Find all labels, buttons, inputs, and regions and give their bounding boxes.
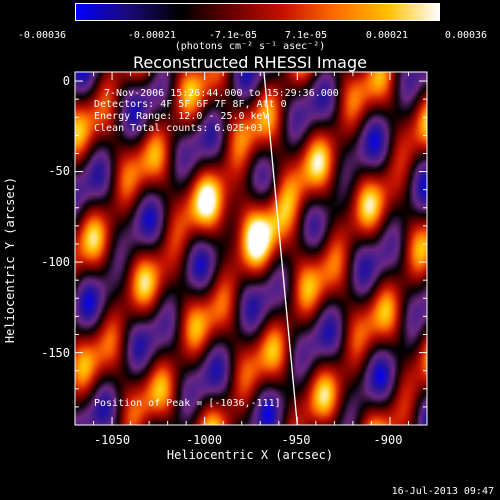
time-range-label: 7-Nov-2006 15:26:44.000 to 15:29:36.000 (104, 88, 339, 99)
colorbar-tick-label: -7.1e-05 (208, 30, 258, 41)
timestamp: 16-Jul-2013 09:47 (391, 486, 494, 497)
colorbar-tick-label: -0.00021 (127, 30, 177, 41)
colorbar-tick-label: -0.00036 (17, 30, 67, 41)
plot-frame (74, 71, 428, 426)
limb-line (263, 72, 298, 425)
y-tick-label: 0 (62, 74, 70, 88)
x-axis-label: Heliocentric X (arcsec) (166, 448, 334, 462)
y-axis-label: Heliocentric Y (arcsec) (3, 176, 17, 344)
x-tick-label: -900 (373, 433, 403, 447)
x-tick-label: -950 (281, 433, 311, 447)
y-tick-label: -100 (41, 255, 70, 269)
axis-ticks (75, 72, 428, 426)
colorbar-tick-label: 0.00021 (365, 30, 409, 41)
chart-title: Reconstructed RHESSI Image (133, 53, 367, 72)
heatmap-image (75, 72, 427, 425)
clean-counts-label: Clean Total counts: 6.02E+03 (94, 123, 263, 134)
x-tick-label: -1000 (185, 433, 223, 447)
peak-position-label: Position of Peak = [-1036,-111] (94, 398, 281, 409)
colorbar-tick-label: 0.00036 (444, 30, 488, 41)
energy-range-label: Energy Range: 12.0 - 25.0 keV (94, 111, 269, 122)
detectors-label: Detectors: 4F 5F 6F 7F 8F, Att 0 (94, 99, 287, 110)
colorbar (75, 3, 440, 21)
y-tick-label: -150 (41, 346, 70, 360)
colorbar-units-label: (photons cm⁻² s⁻¹ asec⁻²) (174, 41, 326, 52)
x-tick-label: -1050 (93, 433, 131, 447)
y-tick-label: -50 (48, 164, 70, 178)
colorbar-tick-label: 7.1e-05 (284, 30, 328, 41)
